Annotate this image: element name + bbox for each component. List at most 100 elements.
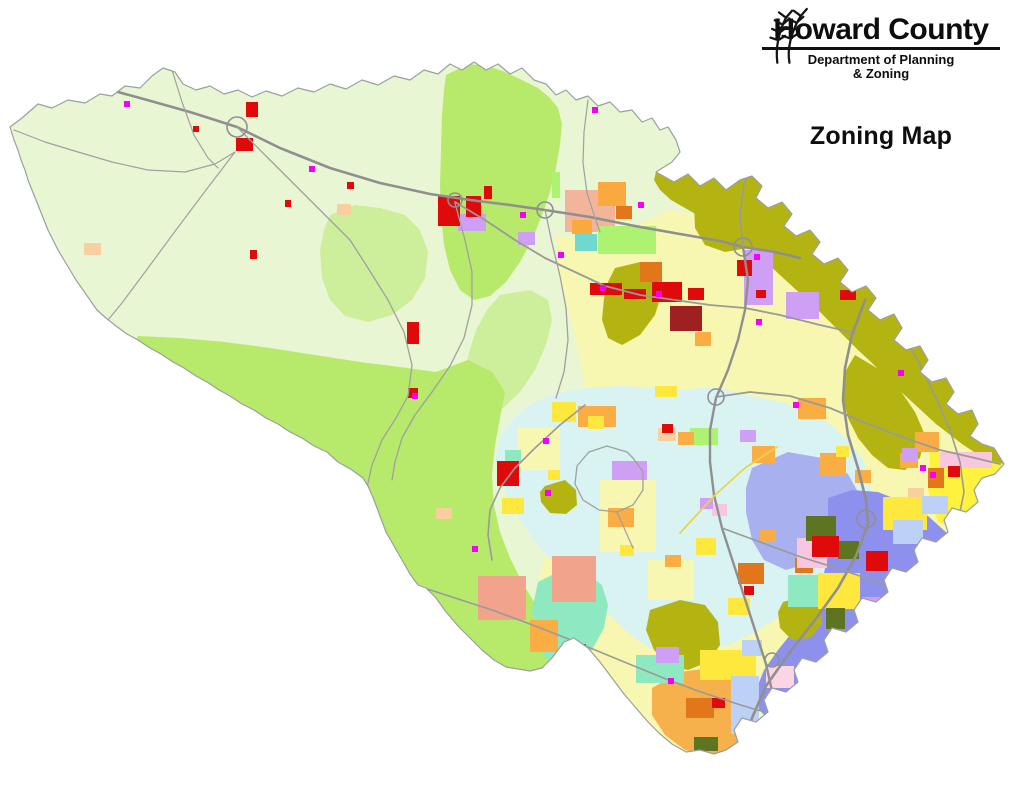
highway-interchange	[764, 652, 780, 668]
parcel-lilac	[902, 448, 917, 461]
dept-line2: & Zoning	[852, 66, 910, 82]
parcel-magenta-speck	[754, 254, 760, 260]
parcel-teal	[575, 234, 597, 251]
road-i70	[94, 84, 802, 260]
road-md32-west	[391, 202, 473, 481]
parcel-red	[246, 102, 258, 117]
parcel-yellow	[696, 538, 716, 555]
parcel-red	[347, 182, 354, 189]
parcel-orange	[695, 332, 711, 346]
parcel-yellow	[548, 470, 560, 480]
parcel-yellow	[940, 540, 960, 556]
parcel-magenta-speck	[600, 285, 606, 291]
parcel-pink	[766, 666, 794, 688]
parcel-red	[948, 466, 960, 477]
parcel-light-blue	[731, 676, 759, 734]
parcel-mint	[788, 575, 818, 607]
parcel-orange	[678, 432, 694, 445]
parcel-yellow	[728, 598, 750, 615]
parcel-dark-green	[566, 644, 586, 662]
parcel-magenta-speck	[638, 202, 644, 208]
parcel-dark-green	[826, 608, 845, 629]
parcel-magenta-speck	[668, 678, 674, 684]
road-planned-yellow	[679, 446, 778, 534]
county-boundary	[9, 61, 1005, 755]
parcel-mint	[505, 450, 521, 462]
parcel-magenta-speck	[309, 166, 315, 172]
zone-olive-blob-north	[694, 182, 775, 252]
parcel-magenta-speck	[756, 319, 762, 325]
parcel-magenta-speck	[545, 490, 551, 496]
parcel-dark-green	[838, 541, 859, 559]
parcel-red	[407, 322, 419, 344]
zone-olive-river-band	[654, 172, 1004, 464]
parcel-pink	[940, 452, 992, 468]
parcel-red	[840, 290, 856, 300]
highway-interchange	[707, 388, 725, 406]
parcel-lilac	[786, 292, 819, 319]
parcel-peach	[436, 508, 452, 519]
parcel-magenta-speck	[412, 393, 418, 399]
parcel-deep-orange	[616, 206, 632, 219]
road-west-b	[171, 69, 219, 169]
parcel-magenta-speck	[810, 688, 816, 694]
road-md100	[715, 391, 1001, 465]
parcel-yellow	[588, 416, 604, 429]
agency-logo-block: Howard County Department of Planning & Z…	[752, 7, 1010, 151]
road-loop-spur	[616, 511, 634, 549]
org-name: Howard County	[773, 13, 989, 46]
parcel-lime	[552, 172, 560, 198]
parcel-magenta-speck	[124, 101, 130, 107]
parcel-yellow	[552, 402, 576, 422]
parcel-red	[712, 698, 725, 708]
parcel-red	[744, 586, 754, 595]
parcel-orange	[608, 508, 634, 527]
road-i95	[743, 298, 870, 750]
highway-interchange	[733, 237, 753, 257]
wheat-icon	[769, 7, 808, 64]
highway-interchange	[536, 201, 554, 219]
parcel-red	[737, 260, 752, 276]
road-md108	[544, 209, 569, 399]
parcel-deep-orange	[640, 262, 662, 282]
road-route97	[236, 126, 413, 549]
parcel-yellow	[836, 446, 849, 457]
parcel-magenta-speck	[472, 546, 478, 552]
parcel-red	[250, 250, 257, 259]
parcel-orange	[798, 398, 826, 419]
parcel-light-blue	[893, 520, 923, 544]
parcel-peach	[84, 243, 101, 255]
parcel-red	[285, 200, 291, 207]
highway-interchange	[226, 116, 248, 138]
zone-olive-finger-ec	[602, 262, 662, 345]
zone-north-central-green	[440, 64, 562, 300]
parcel-red	[885, 623, 902, 643]
parcel-salmon	[478, 576, 526, 620]
zone-west-mid-green	[320, 205, 428, 322]
highway-interchange	[856, 509, 876, 529]
road-md32-se	[487, 404, 586, 561]
parcel-yellow	[620, 545, 634, 556]
parcel-yellow	[818, 573, 860, 609]
parcel-pale-yellow	[518, 428, 560, 470]
parcel-magenta-speck	[920, 465, 926, 471]
parcel-red	[236, 138, 253, 151]
road-ec-north	[582, 99, 601, 233]
parcel-magenta-speck	[898, 370, 904, 376]
parcel-magenta-speck	[49, 243, 55, 249]
parcel-orange	[665, 555, 681, 567]
parcel-magenta-speck	[558, 252, 564, 258]
parcel-red	[497, 461, 519, 486]
parcel-lime	[598, 226, 656, 254]
parcel-lilac	[458, 214, 486, 231]
parcel-red	[812, 536, 839, 557]
parcel-deep-orange	[686, 698, 714, 718]
parcel-lilac	[518, 232, 535, 245]
road-us40	[454, 201, 856, 334]
parcel-magenta-speck	[793, 402, 799, 408]
parcel-magenta-speck	[918, 598, 924, 604]
parcel-red	[756, 290, 766, 298]
parcel-orange	[598, 182, 626, 206]
